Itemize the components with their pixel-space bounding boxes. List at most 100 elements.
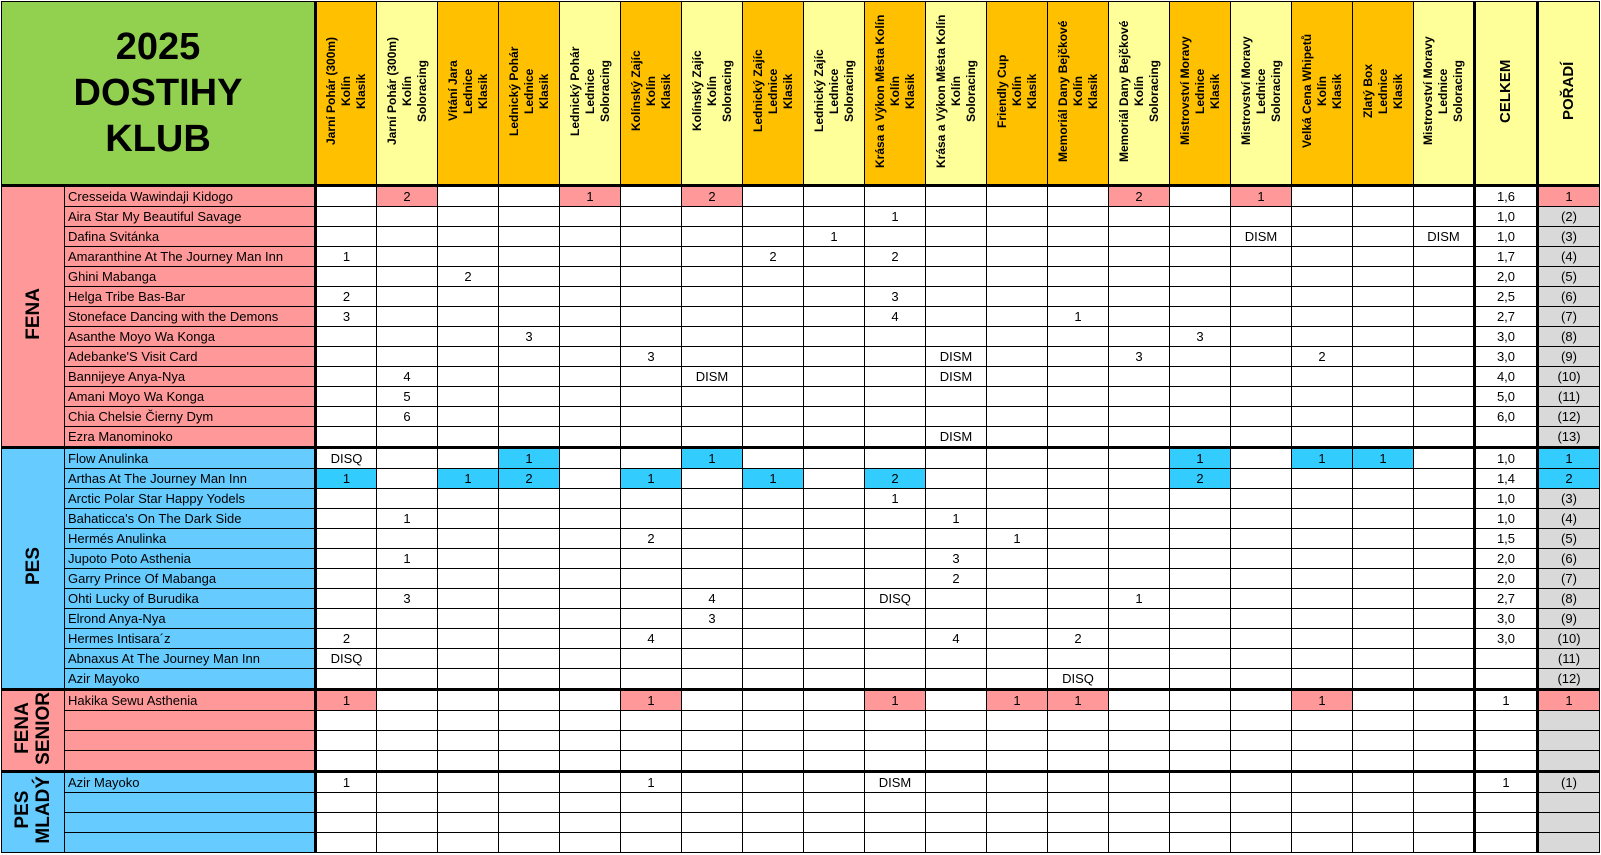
result-cell: 3 [620,346,682,367]
result-cell [437,710,499,731]
column-header-line: Krása a Výkon Města Kolín [872,13,887,168]
result-cell [803,812,865,833]
column-header-line: Soloracing [1451,59,1465,122]
column-header-line: Lednický Pohár [567,45,582,136]
result-cell [1108,266,1170,287]
result-cell [376,306,438,327]
result-cell [1413,792,1475,813]
column-header: Lednický Pohár Lednice Klasik [498,1,560,187]
result-cell: DISM [1230,226,1292,247]
total-cell [1473,426,1538,448]
result-cell [559,346,621,367]
result-cell [864,446,926,469]
result-cell [1230,710,1292,731]
column-header-line: Memoriál Dany Bejčkové [1055,19,1070,162]
result-cell [1047,346,1109,367]
total-cell: 3,0 [1473,346,1538,367]
result-cell [498,832,560,853]
result-cell [1230,648,1292,669]
title-cell: 2025 DOSTIHY KLUB [1,1,317,187]
result-cell [1352,266,1414,287]
result-cell [864,406,926,427]
result-cell [1169,792,1231,813]
result-cell [864,568,926,589]
result-cell [986,286,1048,307]
group-label: FENA [23,288,44,340]
result-cell [620,668,682,690]
column-header: Kolínský Zajíc Kolín Soloracing [681,1,743,187]
column-header-line: Friendly Cup [994,53,1009,128]
result-cell [681,648,743,669]
rank-cell: 1 [1536,688,1600,711]
result-cell [925,326,987,347]
result-cell [803,386,865,407]
result-cell [315,346,377,367]
result-cell [559,406,621,427]
result-cell: 1 [315,468,377,489]
result-cell [315,668,377,690]
result-cell: 5 [376,386,438,407]
column-header: Mistrovství Moravy Lednice Soloracing [1230,1,1292,187]
result-cell [498,668,560,690]
result-cell [315,792,377,813]
result-cell [498,184,560,207]
result-cell [315,206,377,227]
result-cell [1169,386,1231,407]
rank-cell: (8) [1536,588,1600,609]
total-cell: 1,0 [1473,508,1538,529]
dog-name: Ghini Mabanga [64,266,317,287]
column-header-line: Kolínský Zajíc [628,50,643,131]
result-cell [1230,468,1292,489]
result-cell [925,792,987,813]
result-cell [1108,628,1170,649]
result-cell [742,446,804,469]
result-cell [986,406,1048,427]
result-cell [1291,508,1353,529]
result-cell [925,812,987,833]
result-cell [1352,750,1414,772]
result-cell [681,326,743,347]
dog-name: Hermes Intisara´z [64,628,317,649]
total-cell: 1,6 [1473,184,1538,207]
result-cell [498,206,560,227]
result-cell [315,508,377,529]
dog-name: Jupoto Poto Asthenia [64,548,317,569]
result-cell [437,488,499,509]
rank-cell: (12) [1536,668,1600,690]
result-cell [437,588,499,609]
result-cell [1169,346,1231,367]
result-cell [315,326,377,347]
result-cell [376,528,438,549]
column-header-text: Krása a Výkon Města Kolín Kolín Klasik [873,5,918,177]
data-row: Dafina Svitánka 1 DISM DISM 1,0 (3) [2,226,1600,247]
dog-name: Ohti Lucky of Burudika [64,588,317,609]
result-cell [620,548,682,569]
group-label-line: MLADÝ [33,776,54,844]
result-cell [559,446,621,469]
result-cell [498,346,560,367]
result-cell [376,568,438,589]
result-cell [1352,608,1414,629]
result-cell [1047,386,1109,407]
result-cell [1413,608,1475,629]
result-cell [803,628,865,649]
result-cell [376,832,438,853]
result-cell [925,750,987,772]
result-cell [1352,528,1414,549]
result-cell [1352,488,1414,509]
result-cell [1413,326,1475,347]
column-header-line: Mistrovství Moravy [1238,36,1253,145]
result-cell [1413,832,1475,853]
result-cell: 1 [437,468,499,489]
dog-name [64,710,317,731]
result-cell [315,386,377,407]
result-cell [1169,306,1231,327]
result-cell [681,730,743,751]
column-header-line: Jarní Pohár (300m) [324,36,338,145]
result-cell [437,608,499,629]
result-cell [1413,628,1475,649]
result-cell [1291,792,1353,813]
result-cell [986,588,1048,609]
total-cell [1473,668,1538,690]
result-cell [986,608,1048,629]
